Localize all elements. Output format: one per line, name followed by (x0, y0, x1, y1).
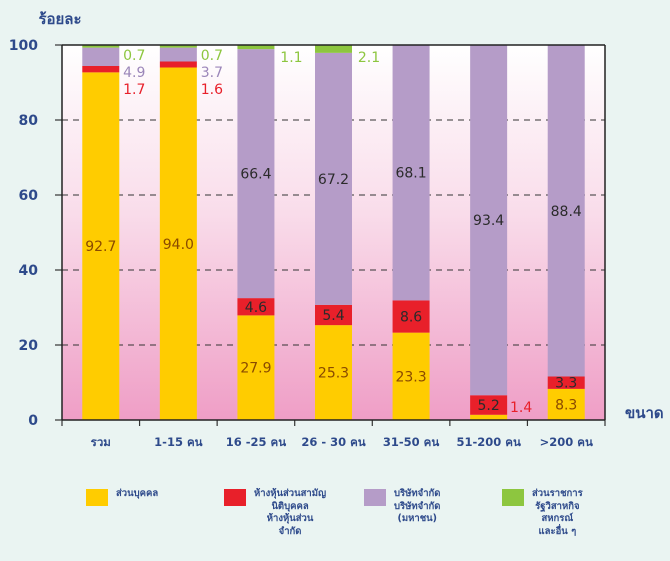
data-label: 0.7 (123, 48, 145, 64)
data-label: 1.4 (510, 400, 532, 416)
y-axis-title: ร้อยละ (38, 10, 81, 28)
bar-segment (547, 376, 585, 389)
legend-label: ห้างหุ้นส่วนสามัญ นิติบุคคล ห้างหุ้นส่วน… (254, 488, 327, 537)
bar-segment (547, 45, 585, 377)
bar-segment (315, 304, 352, 326)
data-label: 4.6 (245, 300, 267, 316)
gridlines (62, 119, 605, 346)
bar-segment (82, 72, 120, 420)
legend: ส่วนบุคคล ห้างหุ้นส่วนสามัญ นิติบุคคล ห้… (0, 485, 670, 561)
bar-segment (82, 47, 120, 66)
data-label: 94.0 (163, 237, 194, 253)
bar-segment (237, 49, 275, 299)
x-tick-label: 51-200 คน (456, 435, 520, 449)
bar-segment (237, 45, 275, 50)
data-label: 8.6 (400, 310, 422, 326)
data-label: 3.7 (201, 65, 223, 81)
data-label: 5.4 (322, 308, 344, 324)
bar-segment (547, 388, 585, 420)
bar-segment (159, 61, 197, 68)
legend-swatch (364, 489, 386, 506)
stacked-bar-chart: 0 20 40 60 80 100 รวม 1-15 คน 16 -25 คน 26 - 30 ค… (9, 10, 664, 449)
bar-segment (82, 45, 120, 48)
y-tick-label: 40 (19, 263, 39, 279)
x-tick-label: 1-15 คน (154, 435, 202, 449)
x-tick-label: 31-50 คน (383, 435, 439, 449)
data-label: 2.1 (358, 50, 380, 66)
bar-segment (392, 300, 430, 333)
data-label: 66.4 (240, 167, 271, 183)
x-axis-title: ขนาด (625, 404, 664, 422)
data-label: 92.7 (85, 239, 116, 255)
legend-label: ส่วนบุคคล (116, 488, 159, 499)
legend-label: ส่วนราชการ รัฐวิสาหกิจ สหกรณ์ และอื่น ๆ (532, 488, 583, 537)
data-label: 23.3 (395, 369, 426, 385)
y-tick-label: 100 (9, 38, 38, 54)
data-label: 3.3 (555, 376, 577, 392)
bar-segment (237, 315, 275, 420)
data-label: 27.9 (240, 361, 271, 377)
legend-label: บริษัทจำกัด บริษัทจำกัด (มหาชน) (394, 488, 441, 524)
bar-segment (470, 414, 508, 420)
x-tick-label: >200 คน (540, 435, 593, 449)
bar-segment (159, 67, 197, 420)
legend-swatch (86, 489, 108, 506)
y-tick-label: 80 (19, 113, 39, 129)
bar-segment (159, 47, 197, 62)
data-label: 0.7 (201, 48, 223, 64)
axes: 0 20 40 60 80 100 รวม 1-15 คน 16 -25 คน 26 - 30 ค… (9, 38, 606, 449)
x-tick-label: 16 -25 คน (226, 435, 286, 449)
bar-segment (82, 66, 120, 73)
bar-segment (315, 45, 352, 53)
data-label: 88.4 (551, 204, 582, 220)
data-label: 8.3 (555, 397, 577, 413)
legend-item-personal: ส่วนบุคคล (86, 488, 158, 506)
data-labels: 92.70.74.91.794.00.73.71.627.94.666.41.1… (85, 48, 582, 416)
x-tick-label: รวม (91, 435, 111, 449)
bar-segment (315, 325, 352, 420)
legend-item-government: ส่วนราชการ รัฐวิสาหกิจ สหกรณ์ และอื่น ๆ (502, 488, 583, 538)
bar-segment (470, 395, 508, 415)
data-label: 68.1 (395, 166, 426, 182)
data-label: 67.2 (318, 172, 349, 188)
data-label: 1.1 (280, 50, 302, 66)
legend-swatch (224, 489, 246, 506)
data-label: 1.6 (201, 82, 223, 98)
y-tick-label: 0 (28, 413, 38, 429)
data-label: 25.3 (318, 366, 349, 382)
bar-segment (470, 45, 508, 396)
data-label: 93.4 (473, 213, 504, 229)
legend-swatch (502, 489, 524, 506)
data-label: 5.2 (478, 398, 500, 414)
x-tick-label: 26 - 30 คน (301, 435, 365, 449)
bar-segment (237, 298, 275, 316)
bar-segment (315, 52, 352, 305)
legend-item-company: บริษัทจำกัด บริษัทจำกัด (มหาชน) (364, 488, 440, 526)
legend-item-partnership: ห้างหุ้นส่วนสามัญ นิติบุคคล ห้างหุ้นส่วน… (224, 488, 326, 538)
data-label: 4.9 (123, 65, 145, 81)
bars (82, 45, 585, 420)
y-tick-label: 20 (19, 338, 39, 354)
y-tick-label: 60 (19, 188, 39, 204)
data-label: 1.7 (123, 82, 145, 98)
bar-segment (392, 332, 430, 420)
bar-segment (392, 45, 430, 301)
bar-segment (159, 45, 197, 48)
